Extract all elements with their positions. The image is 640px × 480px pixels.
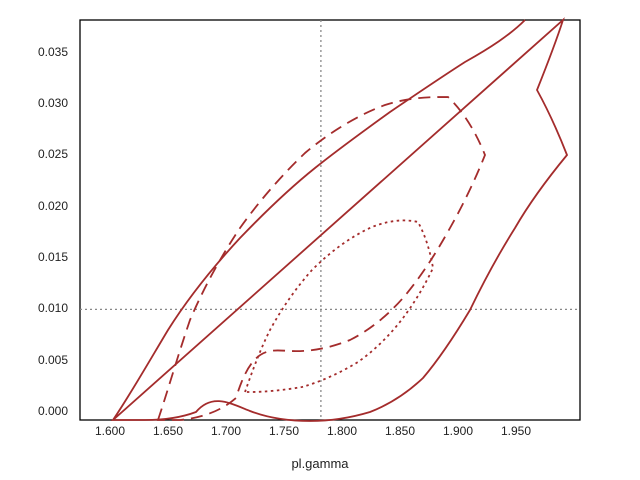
dotted-contour-line bbox=[245, 220, 433, 392]
y-tick-label: 0.020 bbox=[38, 199, 68, 213]
x-tick-label: 1.800 bbox=[327, 424, 357, 438]
y-tick-label: 0.030 bbox=[38, 96, 68, 110]
y-tick-label: 0.035 bbox=[38, 45, 68, 59]
chart-svg bbox=[0, 0, 640, 480]
x-axis-label: pl.gamma bbox=[0, 456, 640, 471]
plot-border bbox=[80, 20, 580, 420]
y-tick-label: 0.005 bbox=[38, 353, 68, 367]
x-tick-label: 1.850 bbox=[385, 424, 415, 438]
chart-container: 1.600 1.650 1.700 1.750 1.800 1.850 1.90… bbox=[0, 0, 640, 480]
x-tick-label: 1.900 bbox=[443, 424, 473, 438]
x-tick-label: 1.750 bbox=[269, 424, 299, 438]
solid-contour-line bbox=[113, 20, 567, 421]
x-tick-label: 1.650 bbox=[153, 424, 183, 438]
x-tick-label: 1.600 bbox=[95, 424, 125, 438]
y-tick-label: 0.015 bbox=[38, 250, 68, 264]
y-tick-label: 0.025 bbox=[38, 147, 68, 161]
x-tick-label: 1.950 bbox=[501, 424, 531, 438]
x-tick-label: 1.700 bbox=[211, 424, 241, 438]
y-tick-label: 0.000 bbox=[38, 404, 68, 418]
y-tick-label: 0.010 bbox=[38, 301, 68, 315]
